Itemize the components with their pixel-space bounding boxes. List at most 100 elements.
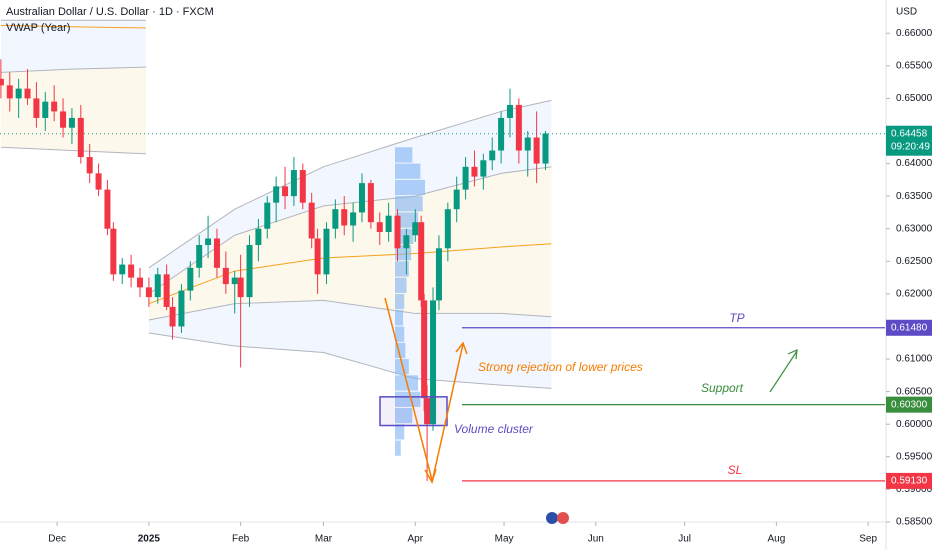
candle-body: [95, 173, 102, 190]
candle-body: [196, 245, 203, 268]
candle-body: [435, 248, 442, 301]
price-tag-label: 0.64458: [891, 128, 928, 139]
chart-title: Australian Dollar / U.S. Dollar · 1D · F…: [6, 6, 214, 18]
candle-body: [169, 306, 176, 327]
candle-body: [314, 238, 321, 275]
candle-body: [480, 160, 487, 177]
candle-body: [119, 264, 126, 275]
rejection-note: Strong rejection of lower prices: [478, 360, 643, 374]
x-tick-label: Aug: [767, 534, 785, 545]
y-tick-label: 0.63500: [896, 191, 932, 202]
candle-body: [453, 189, 460, 210]
candle-body: [264, 202, 271, 229]
candle-body: [246, 245, 253, 298]
candle-body: [205, 238, 212, 246]
x-tick-label: May: [495, 534, 514, 545]
candle-body: [104, 189, 111, 229]
logo: [546, 512, 569, 524]
candle-body: [403, 235, 410, 249]
candle-body: [154, 274, 161, 298]
candle-body: [110, 228, 117, 275]
candle-body: [323, 228, 330, 275]
x-tick-label: Jul: [678, 534, 691, 545]
candle-body: [430, 300, 437, 425]
candle-body: [0, 78, 4, 86]
candle-body: [187, 267, 194, 291]
x-tick-label: Feb: [232, 534, 250, 545]
candle-body: [237, 277, 244, 298]
price-tag-label: 0.59130: [891, 476, 928, 487]
x-tick-label: Sep: [859, 534, 877, 545]
volume-bar: [395, 163, 421, 179]
volume-bar: [395, 440, 401, 456]
volume-bar: [395, 245, 412, 261]
candle-body: [222, 267, 229, 285]
candle-body: [471, 166, 478, 177]
candle-body: [350, 212, 357, 226]
y-tick-label: 0.65000: [896, 93, 932, 104]
y-tick-label: 0.59000: [896, 484, 932, 495]
y-tick-label: 0.59500: [896, 451, 932, 462]
candle-body: [255, 228, 262, 246]
volume-bar: [395, 310, 404, 326]
candle-body: [33, 98, 40, 118]
x-tick-label: 2025: [138, 534, 161, 545]
candle-body: [542, 133, 549, 164]
volume-bar: [395, 342, 406, 359]
band-line: [148, 243, 552, 305]
band-line: [0, 146, 146, 155]
candle-body: [418, 222, 425, 301]
candle-body: [145, 287, 152, 298]
band-fill: [148, 300, 552, 389]
candle-body: [489, 150, 496, 161]
y-tick-label: 0.58500: [896, 517, 932, 528]
candle-body: [424, 398, 431, 425]
y-tick-label: 0.61000: [896, 354, 932, 365]
y-tick-label: 0.64000: [896, 158, 932, 169]
y-tick-label: 0.60000: [896, 419, 932, 430]
candle-body: [68, 117, 75, 128]
currency-label: USD: [896, 7, 917, 18]
y-tick-label: 0.63000: [896, 223, 932, 234]
candle-body: [15, 88, 22, 99]
candle-body: [290, 170, 297, 197]
candle-body: [462, 166, 469, 190]
candle-body: [213, 238, 220, 268]
volume-bar: [395, 277, 407, 293]
x-tick-label: Apr: [407, 534, 423, 545]
x-tick-label: Jun: [588, 534, 604, 545]
y-tick-label: 0.62500: [896, 256, 932, 267]
level-label: SL: [728, 463, 743, 477]
candle-body: [412, 222, 419, 236]
candle-body: [299, 170, 306, 203]
candle-body: [341, 209, 348, 226]
candle-body: [358, 183, 365, 213]
volume-bar: [395, 196, 423, 212]
candle-body: [77, 117, 84, 158]
price-tag: [886, 396, 932, 413]
up-arrow: [769, 349, 798, 393]
price-tag: [886, 319, 932, 336]
candle-body: [376, 222, 383, 232]
v-arrow: [384, 297, 468, 484]
price-tag: [886, 125, 932, 156]
price-tag: [886, 472, 932, 489]
band-line: [0, 24, 146, 29]
level-label: Support: [701, 381, 744, 395]
volume-bar: [395, 359, 409, 375]
candle-body: [444, 209, 451, 249]
candle-body: [498, 117, 505, 151]
y-tick-label: 0.60500: [896, 386, 932, 397]
candle-body: [394, 215, 401, 249]
price-tag-label: 0.60300: [891, 399, 928, 410]
volume-bar: [395, 407, 413, 424]
candle-body: [308, 202, 315, 239]
band-fill: [0, 20, 146, 73]
volume-bar: [395, 326, 405, 342]
cluster-note: Volume cluster: [454, 422, 534, 436]
candle-body: [163, 274, 170, 307]
candle-body: [367, 183, 374, 223]
candle-body: [332, 209, 339, 229]
candle-body: [515, 104, 522, 151]
